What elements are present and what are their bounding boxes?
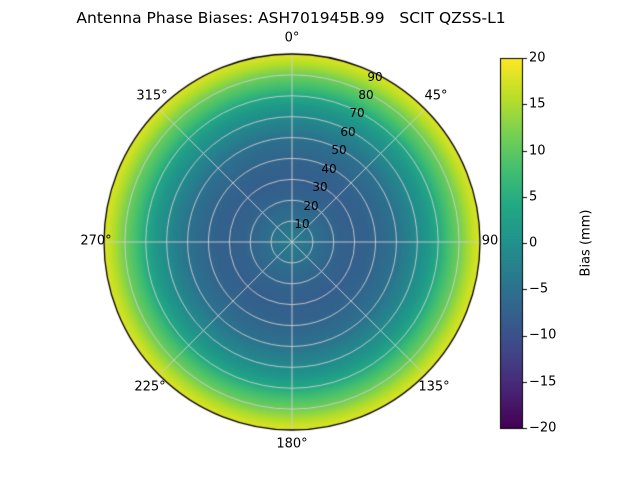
radial-tick-label-20: 20 xyxy=(303,199,319,213)
radial-tick-label-70: 70 xyxy=(349,106,365,120)
colorbar-tick-5: 5 xyxy=(529,189,538,205)
radial-tick-label-50: 50 xyxy=(331,143,347,157)
colorbar-tick-m20: −20 xyxy=(529,420,557,436)
colorbar-tick-20: 20 xyxy=(529,50,546,66)
angular-label-0: 0° xyxy=(284,30,300,46)
colorbar-axis-label: Bias (mm) xyxy=(578,209,594,277)
colorbar-tick-0: 0 xyxy=(529,235,538,251)
angular-label-270: 270° xyxy=(80,233,112,249)
radial-tick-label-40: 40 xyxy=(321,162,337,176)
angular-label-225: 225° xyxy=(134,379,166,395)
radial-tick-label-80: 80 xyxy=(358,88,374,102)
chart-title: Antenna Phase Biases: ASH701945B.99 SCIT… xyxy=(76,9,506,27)
colorbar-tick-15: 15 xyxy=(529,96,546,112)
radial-tick-label-60: 60 xyxy=(340,125,356,139)
radial-tick-label-10: 10 xyxy=(294,217,310,231)
colorbar-tick-m15: −15 xyxy=(529,374,557,390)
colorbar-tick-m10: −10 xyxy=(529,327,557,343)
angular-label-135: 135° xyxy=(418,379,450,395)
radial-tick-label-30: 30 xyxy=(312,180,328,194)
angular-label-315: 315° xyxy=(136,88,168,104)
colorbar-tick-10: 10 xyxy=(529,143,546,159)
colorbar-tick-m5: −5 xyxy=(529,281,549,297)
angular-label-90: 90 xyxy=(481,233,499,249)
radial-tick-label-90: 90 xyxy=(367,70,383,84)
angular-label-180: 180° xyxy=(276,436,308,452)
angular-label-45: 45° xyxy=(424,88,448,104)
